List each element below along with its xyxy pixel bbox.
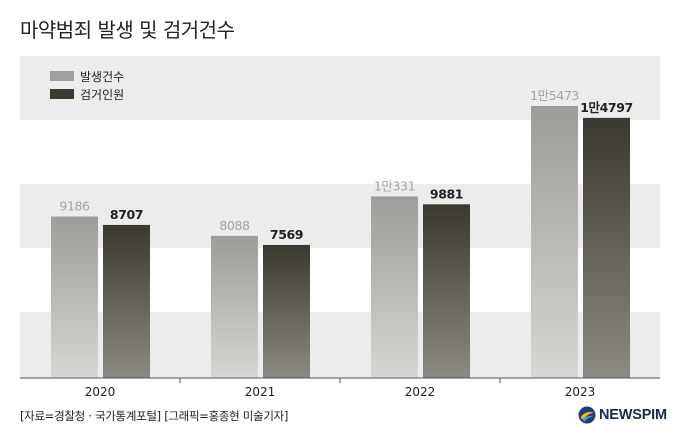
legend-label-incidents: 발생건수 [80, 70, 124, 84]
value-label-arrests-2023: 1만4797 [580, 100, 633, 115]
x-tick-label-2023: 2023 [565, 385, 596, 399]
x-tick-label-2021: 2021 [245, 385, 276, 399]
bar-arrests-2023 [583, 117, 630, 379]
legend-swatch-incidents [50, 71, 74, 81]
value-label-incidents-2020: 9186 [59, 199, 90, 214]
bar-incidents-2021 [211, 235, 258, 378]
source-caption: [자료=경찰청 · 국가통계포털] [그래픽=홍종현 미술기자] [20, 409, 289, 423]
value-label-incidents-2022: 1만331 [374, 178, 415, 193]
bar-arrests-2022 [423, 204, 470, 378]
value-label-arrests-2022: 9881 [430, 186, 463, 201]
legend-swatch-arrests [50, 89, 74, 99]
legend: 발생건수 검거인원 [50, 70, 124, 102]
value-label-arrests-2021: 7569 [270, 227, 303, 242]
value-label-incidents-2021: 8088 [219, 218, 250, 233]
bar-incidents-2022 [371, 196, 418, 378]
bar-incidents-2020 [51, 216, 98, 378]
x-tick-label-2020: 2020 [85, 385, 116, 399]
value-label-incidents-2023: 1만5473 [530, 88, 579, 103]
newspim-logo-icon [578, 406, 596, 424]
newspim-logo: NEWSPIM [578, 406, 667, 424]
bar-arrests-2021 [263, 244, 310, 378]
bar-arrests-2020 [103, 224, 150, 378]
x-tick-label-2022: 2022 [405, 385, 436, 399]
value-label-arrests-2020: 8707 [110, 207, 143, 222]
bar-incidents-2023 [531, 106, 578, 378]
legend-label-arrests: 검거인원 [80, 88, 124, 102]
newspim-logo-text: NEWSPIM [599, 407, 667, 423]
chart-title: 마약범죄 발생 및 검거건수 [20, 18, 235, 42]
